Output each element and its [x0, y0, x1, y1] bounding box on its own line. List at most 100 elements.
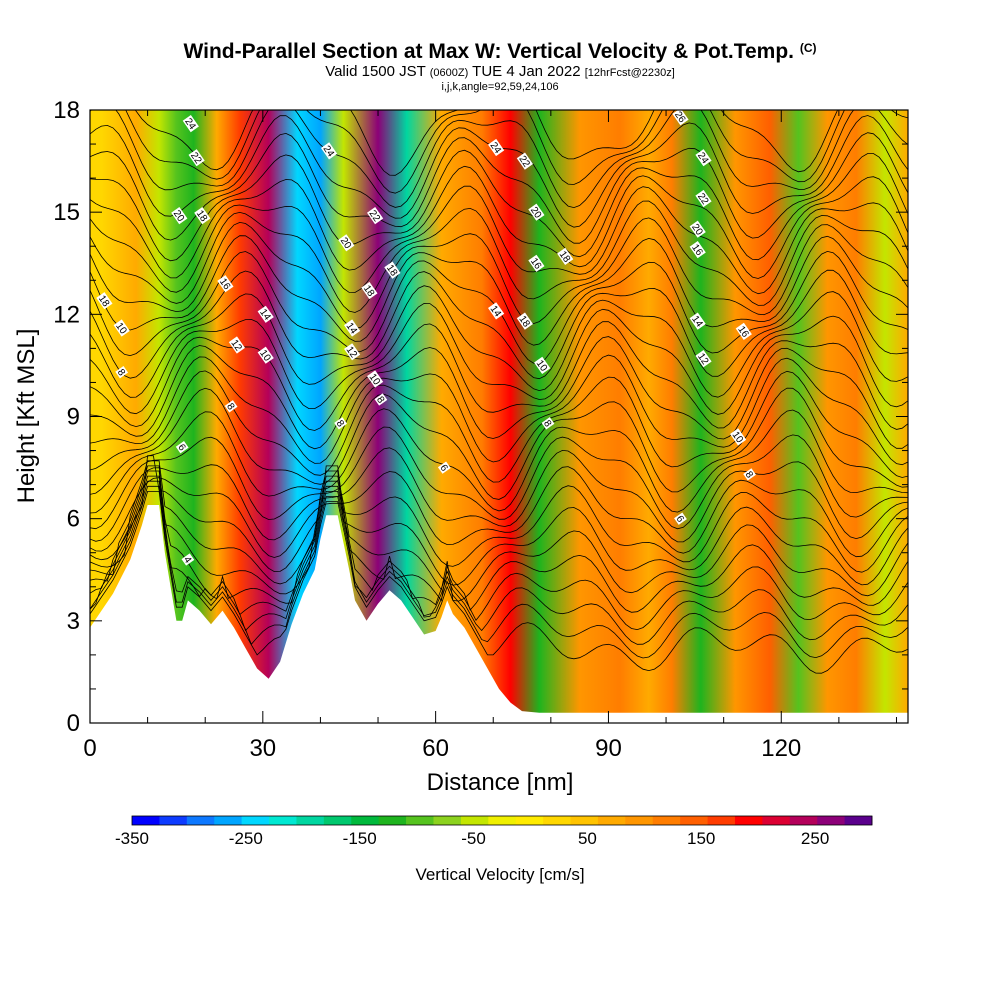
valid-date: TUE 4 Jan 2022 [472, 63, 581, 80]
contour-label: 22 [516, 152, 534, 170]
contour-label: 6 [674, 512, 687, 525]
contour-label: 22 [695, 189, 712, 207]
colorbar-swatch [186, 816, 215, 825]
contour-label: 10 [730, 428, 747, 446]
pot-temp-contour-line [90, 185, 908, 295]
contour-label: 6 [175, 441, 189, 454]
y-tick-label: 0 [67, 710, 80, 737]
pot-temp-contour-line [90, 235, 908, 346]
colorbar-tick-label: -50 [461, 829, 486, 848]
colorbar-swatch [597, 816, 626, 825]
pot-temp-contour-line [90, 200, 908, 313]
contour-label: 20 [528, 203, 545, 221]
pot-temp-contour-line [90, 336, 908, 450]
y-tick-label: 9 [67, 404, 80, 431]
contour-label: 20 [338, 234, 355, 251]
plot-area [90, 110, 908, 723]
pot-temp-contour-line [90, 110, 908, 209]
x-tick-label: 0 [83, 735, 96, 762]
valid-time: Valid 1500 JST [325, 63, 426, 80]
pot-temp-contour-line [90, 455, 908, 573]
y-tick-label: 12 [53, 301, 80, 328]
svg-text:6: 6 [437, 463, 449, 474]
x-axis-label: Distance [nm] [427, 769, 574, 796]
colorbar-swatch [433, 816, 462, 825]
colorbar-swatch [378, 816, 407, 825]
pot-temp-contour-line [90, 426, 908, 530]
pot-temp-contour-line [90, 491, 908, 674]
grid-indices: i,j,k,angle=92,59,24,106 [441, 81, 559, 93]
contour-label: 8 [334, 417, 347, 430]
contour-label: 10 [113, 319, 130, 337]
colorbar-swatch [269, 816, 297, 825]
svg-text:4: 4 [181, 555, 193, 566]
title-text: Wind-Parallel Section at Max W: Vertical… [183, 40, 794, 63]
colorbar-swatch [159, 816, 188, 825]
colorbar-swatch [214, 816, 243, 825]
contour-label: 14 [344, 319, 361, 337]
colorbar-swatch [817, 816, 845, 825]
forecast-info: [12hrFcst@2230z] [584, 67, 675, 79]
contour-label: 12 [344, 343, 361, 360]
contour-label: 12 [228, 336, 246, 354]
y-tick-label: 15 [53, 199, 80, 226]
utc-time: (0600Z) [429, 67, 469, 79]
contour-label: 22 [188, 149, 205, 166]
contour-label: 10 [367, 370, 384, 388]
contour-labels: 4681012141618202224181088810121418182022… [96, 108, 756, 566]
svg-text:8: 8 [224, 401, 236, 412]
contour-label: 18 [516, 312, 534, 330]
pot-temp-contours [90, 110, 908, 674]
x-tick-label: 60 [422, 735, 449, 762]
contour-label: 24 [321, 142, 338, 160]
y-tick-label: 3 [67, 608, 80, 635]
pot-temp-contour-line [90, 354, 908, 466]
pot-temp-contour-line [90, 470, 908, 613]
colorbar-tick-label: 250 [801, 829, 829, 848]
chart-title-block: Wind-Parallel Section at Max W: Vertical… [0, 36, 1000, 93]
contour-label: 10 [257, 346, 274, 364]
svg-text:6: 6 [674, 514, 686, 525]
pot-temp-contour-line [90, 447, 908, 543]
colorbar-swatch [296, 816, 325, 825]
pot-temp-contour-line [125, 110, 908, 194]
contour-label: 18 [361, 281, 378, 299]
contour-label: 16 [689, 240, 706, 258]
svg-text:8: 8 [334, 418, 346, 429]
pot-temp-contour-line [90, 302, 908, 415]
contour-label: 24 [695, 149, 712, 166]
colorbar-swatch [323, 816, 352, 825]
svg-text:6: 6 [175, 442, 187, 453]
contour-label: 14 [689, 312, 706, 330]
pot-temp-contour-line [90, 465, 908, 602]
contour-label: 20 [689, 220, 706, 238]
svg-text:8: 8 [374, 395, 386, 406]
pot-temp-contour-line [90, 285, 908, 398]
colorbar-swatch [762, 816, 791, 825]
pot-temp-contour-line [134, 110, 839, 176]
pot-temp-contour-line [90, 460, 908, 586]
colorbar-swatch [652, 816, 681, 825]
pot-temp-contour-line [90, 370, 908, 483]
contour-label: 6 [437, 461, 451, 474]
contour-label: 22 [367, 206, 384, 224]
chart-subtitle: Valid 1500 JST (0600Z) TUE 4 Jan 2022 [1… [0, 64, 1000, 81]
colorbar: -350 -250 -150 -50 50 150 250 [115, 815, 873, 848]
contour-label: 14 [257, 305, 274, 323]
colorbar-swatch [241, 816, 270, 825]
contour-label: 18 [557, 247, 574, 265]
colorbar-swatch [351, 816, 380, 825]
colorbar-swatch [515, 816, 544, 825]
colorbar-swatch [789, 816, 818, 825]
chart-title: Wind-Parallel Section at Max W: Vertical… [0, 36, 1000, 64]
terrain-mask [90, 505, 908, 723]
x-tick-label: 30 [249, 735, 276, 762]
colorbar-tick-label: 50 [578, 829, 597, 848]
colorbar-label: Vertical Velocity [cm/s] [415, 865, 584, 884]
contour-label: 8 [224, 400, 238, 413]
pot-temp-contour-line [90, 132, 908, 244]
pot-temp-contour-line [90, 466, 908, 558]
contour-label: 18 [194, 206, 211, 224]
colorbar-swatch [680, 816, 708, 825]
